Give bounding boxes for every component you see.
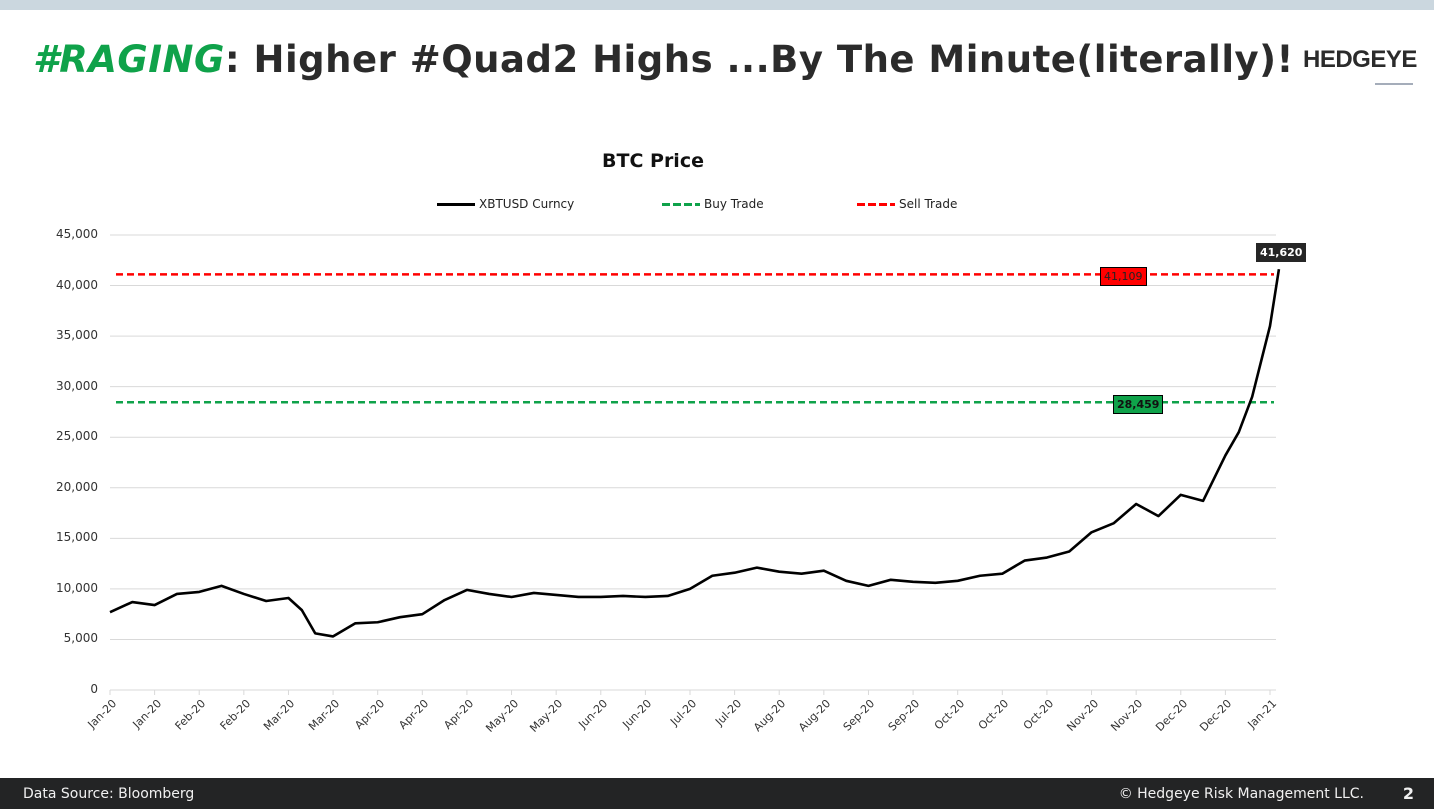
y-tick-label: 35,000 (56, 328, 98, 343)
last-price-label: 41,620 (1256, 243, 1307, 262)
legend-item-xbtusd: XBTUSD Curncy (437, 197, 574, 211)
y-tick-label: 40,000 (56, 277, 98, 292)
legend-item-buy-trade: Buy Trade (662, 197, 764, 211)
data-source: Data Source: Bloomberg (23, 786, 195, 802)
page-number: 2 (1402, 784, 1414, 803)
slide-title: #RAGING: Higher #Quad2 Highs ...By The M… (33, 38, 1294, 81)
sell-trade-label: 41,109 (1100, 267, 1147, 286)
y-tick-label: 25,000 (56, 429, 98, 444)
title-hashtag: #RAGING (33, 38, 225, 81)
logo-underline (1375, 83, 1413, 85)
y-tick-label: 45,000 (56, 227, 98, 241)
y-tick-label: 5,000 (63, 631, 98, 646)
btc-price-line (109, 268, 1281, 638)
legend-label: Sell Trade (899, 197, 958, 211)
gridlines (110, 234, 1276, 640)
footer-bar: Data Source: Bloomberg © Hedgeye Risk Ma… (0, 778, 1434, 809)
y-tick-label: 15,000 (56, 530, 98, 545)
y-tick-label: 0 (90, 682, 98, 696)
y-tick-label: 30,000 (56, 378, 98, 393)
title-text: : Higher #Quad2 Highs ...By The Minute(l… (224, 38, 1294, 81)
legend-green-dashed-icon (662, 202, 700, 206)
top-accent-strip (0, 0, 1434, 10)
y-tick-label: 10,000 (56, 580, 98, 595)
legend-label: Buy Trade (704, 197, 764, 211)
legend-red-dashed-icon (857, 202, 895, 206)
legend-solid-line-icon (437, 202, 475, 206)
y-tick-label: 20,000 (56, 479, 98, 494)
legend-label: XBTUSD Curncy (479, 197, 575, 211)
chart-title: BTC Price (602, 150, 704, 172)
hedgeye-logo: HEDGEYE (1303, 46, 1417, 73)
x-tick-marks (109, 690, 1271, 695)
buy-trade-label: 28,459 (1113, 395, 1164, 414)
legend-item-sell-trade: Sell Trade (857, 197, 957, 211)
copyright: © Hedgeye Risk Management LLC. (1118, 786, 1364, 802)
